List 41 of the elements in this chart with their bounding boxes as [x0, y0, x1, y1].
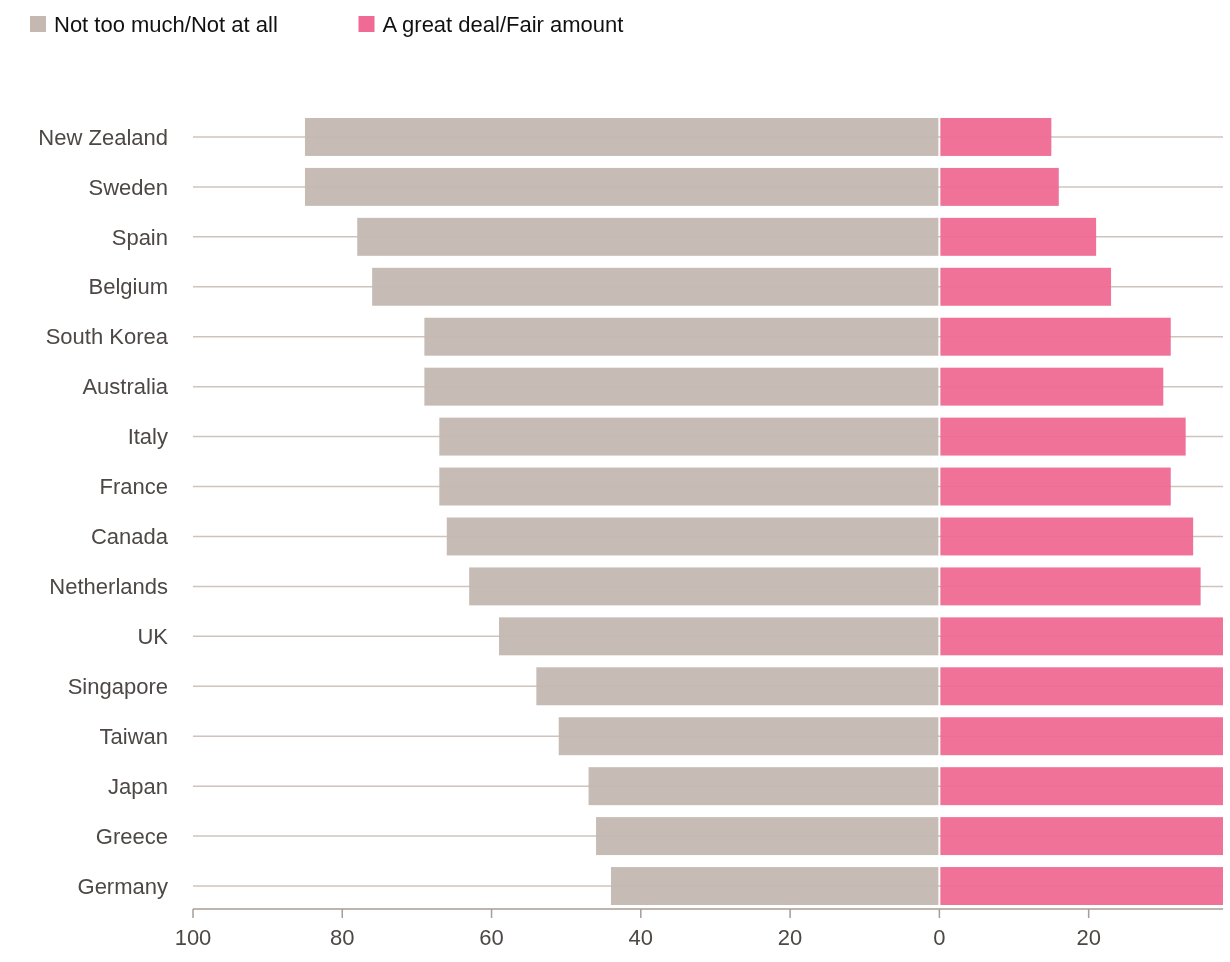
x-tick-label: 60: [479, 925, 504, 950]
y-tick-label: South Korea: [45, 324, 169, 350]
y-tick-label: France: [99, 474, 168, 500]
x-tick-label: 40: [628, 925, 654, 950]
y-tick-label: Singapore: [67, 673, 168, 699]
bar: [940, 317, 1171, 356]
x-tick-label: 80: [330, 925, 355, 950]
x-tick-label: 20: [1076, 925, 1101, 950]
y-tick-label: Sweden: [88, 174, 168, 200]
y-tick-label: New Zealand: [38, 124, 168, 150]
bar: [940, 717, 1223, 756]
x-tick-label: 0: [933, 925, 946, 950]
legend-label: Not too much/Not at all: [54, 11, 278, 37]
y-tick-label: Italy: [127, 424, 168, 450]
y-tick-label: Spain: [111, 224, 168, 250]
y-tick-label: Greece: [95, 823, 168, 849]
bar: [940, 267, 1112, 306]
bar: [940, 617, 1223, 656]
legend-label: A great deal/Fair amount: [382, 11, 624, 37]
bar: [940, 117, 1052, 156]
bar: [940, 817, 1223, 856]
bar: [940, 517, 1194, 556]
y-tick-label: Australia: [82, 374, 169, 400]
x-tick-label: 20: [777, 925, 803, 950]
bar: [940, 767, 1223, 806]
bar: [940, 867, 1223, 906]
bar: [940, 467, 1171, 506]
y-tick-label: Canada: [90, 524, 169, 550]
y-tick-label: Taiwan: [99, 723, 168, 749]
y-tick-label: Germany: [77, 873, 168, 899]
y-tick-label: Netherlands: [49, 574, 168, 600]
bar: [940, 367, 1164, 406]
bar: [940, 167, 1059, 206]
y-tick-label: Japan: [108, 773, 168, 799]
bar: [940, 417, 1186, 456]
bar: [940, 667, 1223, 706]
x-tick-label: 100: [174, 925, 212, 950]
bar: [940, 567, 1201, 606]
y-tick-label: Belgium: [88, 274, 168, 300]
bar: [940, 217, 1097, 256]
y-tick-label: UK: [137, 624, 169, 650]
